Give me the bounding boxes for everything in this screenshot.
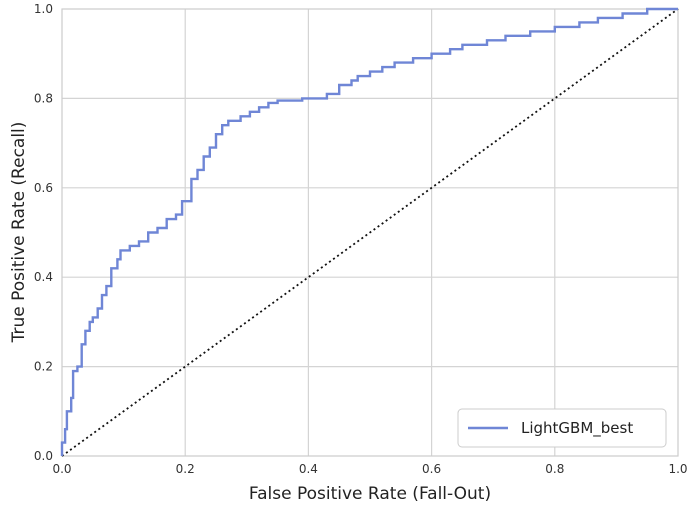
x-tick-label: 1.0 <box>668 462 687 476</box>
y-tick-label: 0.2 <box>34 360 53 374</box>
tick-labels: 0.0 0.2 0.4 0.6 0.8 1.0 0.0 0.2 0.4 0.6 0.8 1.0 <box>34 2 688 476</box>
x-tick-label: 0.8 <box>545 462 564 476</box>
x-axis-title: False Positive Rate (Fall-Out) <box>249 484 491 504</box>
x-tick-label: 0.4 <box>299 462 318 476</box>
y-tick-label: 0.6 <box>34 181 53 195</box>
diagonal-reference-line <box>61 8 679 457</box>
y-tick-label: 0.8 <box>34 91 53 105</box>
x-tick-label: 0.6 <box>422 462 441 476</box>
plot-frame <box>61 8 679 457</box>
roc-curve-line <box>60 7 678 456</box>
y-tick-label: 1.0 <box>34 2 53 16</box>
x-tick-label: 0.2 <box>176 462 195 476</box>
y-tick-label: 0.4 <box>34 270 53 284</box>
legend-label: LightGBM_best <box>521 419 633 438</box>
series-layer <box>60 7 679 457</box>
x-tick-label: 0.0 <box>52 462 71 476</box>
legend: LightGBM_best <box>457 408 667 448</box>
legend-box <box>457 408 667 448</box>
y-tick-label: 0.0 <box>34 449 53 463</box>
grid-lines <box>62 9 678 456</box>
y-axis-title: True Positive Rate (Recall) <box>9 122 29 344</box>
